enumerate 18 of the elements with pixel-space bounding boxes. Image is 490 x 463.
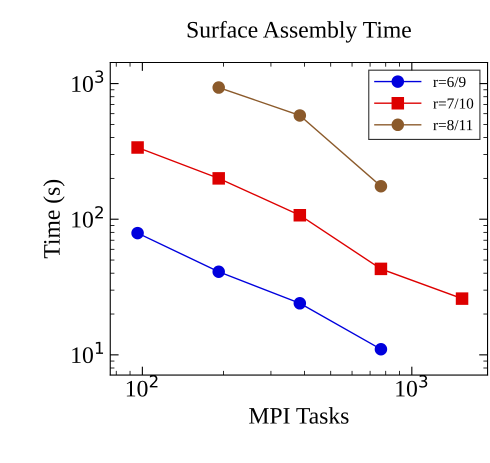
point [212, 172, 225, 185]
point [212, 265, 225, 278]
legend-label: r=6/9 [433, 76, 466, 88]
legend-label: r=7/10 [433, 98, 474, 109]
point [294, 297, 306, 310]
point [456, 292, 468, 305]
x-axis-title: MPI Tasks [249, 407, 348, 424]
point [294, 208, 306, 222]
point [374, 262, 388, 276]
y-tick-label: 10$^{1}$ [72, 342, 104, 364]
legend-label: r=8/11 [433, 120, 472, 130]
point [374, 342, 388, 356]
chart-title: Surface Assembly Time [188, 20, 411, 43]
y-tick-label: 10$^{2}$ [72, 206, 103, 228]
y-tick-label: 10$^{3}$ [72, 70, 104, 92]
point [131, 141, 144, 154]
y-axis-title: Time (s) [43, 180, 65, 258]
point [131, 226, 144, 240]
